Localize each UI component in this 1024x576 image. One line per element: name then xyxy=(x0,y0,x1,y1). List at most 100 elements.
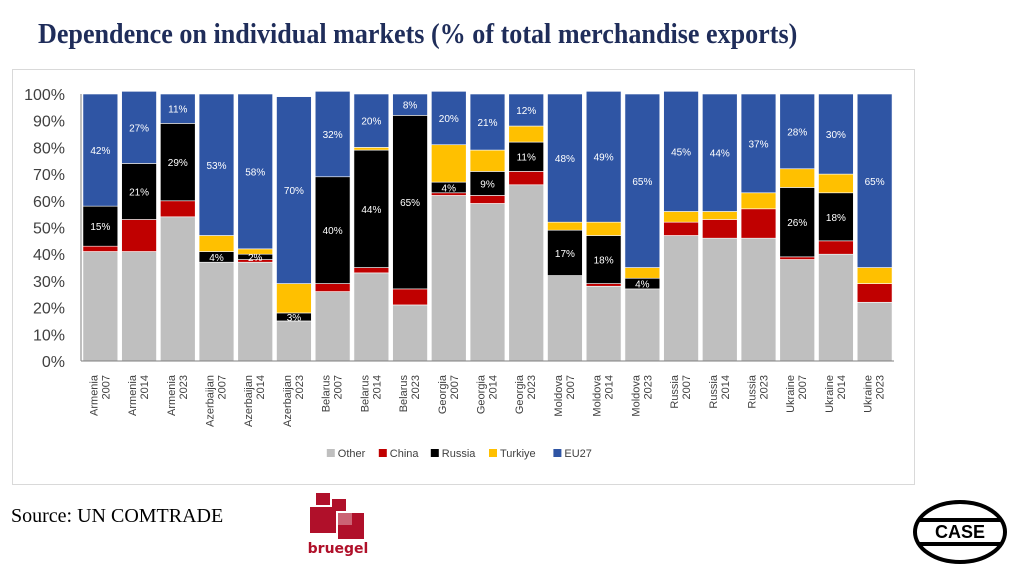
x-tick-label-line: Moldova xyxy=(630,374,642,416)
x-tick-label: Azerbaijan 2014 xyxy=(243,375,267,427)
data-label-russia: 29% xyxy=(168,158,188,169)
x-tick-label-line: Georgia xyxy=(437,374,449,414)
data-label-russia: 4% xyxy=(442,183,457,194)
bar-turkiye xyxy=(740,192,777,210)
x-tick-label-line: Belarus xyxy=(359,375,371,413)
x-tick-label: Azerbaijan 2023 xyxy=(282,375,306,427)
data-label-eu27: 21% xyxy=(477,118,497,129)
bruegel-logo-icon xyxy=(310,493,364,539)
bar-eu27 xyxy=(585,91,622,223)
legend-label-other: Other xyxy=(338,448,366,460)
x-tick-label: Belarus 2014 xyxy=(359,375,383,413)
bar-other xyxy=(276,320,312,362)
y-tick-label: 70% xyxy=(33,167,65,184)
legend-swatch-other xyxy=(326,449,335,457)
x-tick-label: Moldova 2014 xyxy=(592,374,616,416)
bar-turkiye xyxy=(469,149,506,172)
bruegel-wordmark: bruegel xyxy=(307,541,369,557)
bar-other xyxy=(469,203,506,362)
bar-turkiye xyxy=(237,248,273,255)
bar-russia xyxy=(508,141,544,172)
x-tick-label-line: 2023 xyxy=(410,375,422,399)
bar-other xyxy=(198,261,235,362)
bar-china xyxy=(702,219,738,239)
data-label-eu27: 48% xyxy=(555,154,575,165)
bar-russia xyxy=(82,205,119,247)
data-label-eu27: 32% xyxy=(323,130,343,141)
bar-eu27 xyxy=(702,93,738,212)
data-label-eu27: 12% xyxy=(516,106,536,117)
bar-eu27 xyxy=(160,93,196,124)
y-tick-label: 60% xyxy=(33,194,65,211)
x-tick-label-line: Russia xyxy=(669,374,681,409)
bar-eu27 xyxy=(198,93,235,236)
data-label-russia: 3% xyxy=(287,313,302,324)
y-tick-label: 50% xyxy=(33,221,65,238)
x-tick-label-line: 2014 xyxy=(139,375,151,399)
x-tick-label-line: 2023 xyxy=(875,375,887,399)
bar-eu27 xyxy=(121,91,157,164)
case-logo-icon: CASE xyxy=(913,500,1007,564)
bar-eu27 xyxy=(856,93,893,268)
bar-russia xyxy=(818,192,854,242)
x-tick-label-line: 2014 xyxy=(488,375,500,399)
x-tick-label: Georgia 2023 xyxy=(514,374,538,414)
x-tick-label-line: 2014 xyxy=(720,375,732,399)
bar-china xyxy=(585,283,622,287)
data-label-eu27: 8% xyxy=(403,101,418,112)
bar-other xyxy=(856,301,893,362)
bar-china xyxy=(469,195,506,204)
bar-china xyxy=(508,171,544,186)
x-tick-label-line: Moldova xyxy=(553,374,565,416)
bar-turkiye xyxy=(856,267,893,284)
x-tick-label-line: 2023 xyxy=(526,375,538,399)
x-tick-label-line: 2014 xyxy=(604,375,616,399)
x-tick-label: Georgia 2007 xyxy=(437,374,461,414)
data-label-eu27: 45% xyxy=(671,147,691,158)
data-label-eu27: 37% xyxy=(748,139,768,150)
x-tick-label-line: 2007 xyxy=(333,375,345,399)
x-tick-label: Armenia 2023 xyxy=(166,374,190,416)
data-label-eu27: 28% xyxy=(787,127,807,138)
bar-russia xyxy=(392,115,428,290)
x-tick-label-line: Armenia xyxy=(88,374,100,416)
legend-swatch-russia xyxy=(430,449,439,457)
bar-turkiye xyxy=(431,144,467,183)
data-label-russia: 18% xyxy=(826,213,846,224)
legend-swatch-china xyxy=(378,449,387,457)
x-tick-label: Ukraine 2023 xyxy=(863,375,887,413)
page-title: Dependence on individual markets (% of t… xyxy=(38,18,798,50)
case-wordmark: CASE xyxy=(935,522,985,542)
x-tick-label-line: 2014 xyxy=(255,375,267,399)
bar-other xyxy=(121,251,157,362)
bar-russia xyxy=(469,171,506,196)
data-label-russia: 18% xyxy=(594,256,614,267)
bar-other xyxy=(702,237,738,362)
x-tick-label-line: Georgia xyxy=(514,374,526,414)
bar-russia xyxy=(353,149,390,268)
x-tick-label-line: 2014 xyxy=(371,375,383,399)
data-label-russia: 4% xyxy=(209,253,224,264)
x-tick-label: Ukraine 2014 xyxy=(824,375,848,413)
data-label-eu27: 70% xyxy=(284,186,304,197)
bar-china xyxy=(82,245,119,252)
x-tick-label: Armenia 2007 xyxy=(88,374,112,416)
x-tick-label-line: Azerbaijan xyxy=(205,375,217,427)
x-tick-label-line: 2014 xyxy=(836,375,848,399)
bar-eu27 xyxy=(314,91,351,178)
bar-other xyxy=(431,195,467,362)
data-label-russia: 15% xyxy=(90,222,110,233)
x-tick-label-line: Russia xyxy=(708,374,720,409)
bar-russia xyxy=(160,123,196,202)
bar-turkiye xyxy=(663,211,699,223)
x-tick-label-line: Azerbaijan xyxy=(282,375,294,427)
x-tick-label-line: Azerbaijan xyxy=(243,375,255,427)
data-label-eu27: 20% xyxy=(361,117,381,128)
bar-other xyxy=(740,237,777,362)
x-tick-label: Ukraine 2007 xyxy=(785,375,809,413)
bar-eu27 xyxy=(818,93,854,175)
data-label-eu27: 20% xyxy=(439,114,459,125)
x-tick-label-line: 2007 xyxy=(797,375,809,399)
chart-frame: 0% 10% 20% 30% 40% 50% 60% 70% 80% 90% 100% 15% 42% A… xyxy=(12,69,915,485)
bar-china xyxy=(779,256,815,260)
